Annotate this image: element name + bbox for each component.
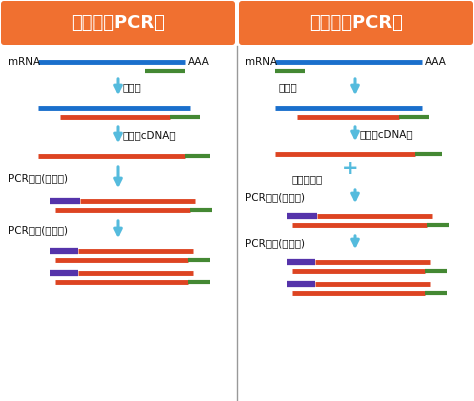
Text: mRNA: mRNA (8, 57, 40, 67)
FancyBboxPatch shape (239, 1, 473, 45)
Text: 第一条cDNA链: 第一条cDNA链 (360, 129, 414, 139)
FancyBboxPatch shape (1, 1, 235, 45)
Text: PCR循环(第二次): PCR循环(第二次) (8, 225, 68, 235)
Text: 第一条cDNA链: 第一条cDNA链 (123, 130, 177, 140)
Text: mRNA: mRNA (245, 57, 277, 67)
Text: AAA: AAA (188, 57, 210, 67)
Text: PCR循环(第一次): PCR循环(第一次) (8, 173, 68, 183)
Text: 逆转录: 逆转录 (279, 82, 298, 92)
Text: PCR循环(第二次): PCR循环(第二次) (245, 238, 305, 248)
Text: 逆转录: 逆转录 (123, 82, 142, 92)
Text: 二步法（PCR）: 二步法（PCR） (309, 14, 403, 32)
Text: AAA: AAA (425, 57, 447, 67)
Text: PCR循环(第一次): PCR循环(第一次) (245, 192, 305, 202)
Text: 一步法（PCR）: 一步法（PCR） (71, 14, 165, 32)
Text: 特异性引物: 特异性引物 (292, 174, 323, 184)
Text: +: + (342, 158, 358, 178)
